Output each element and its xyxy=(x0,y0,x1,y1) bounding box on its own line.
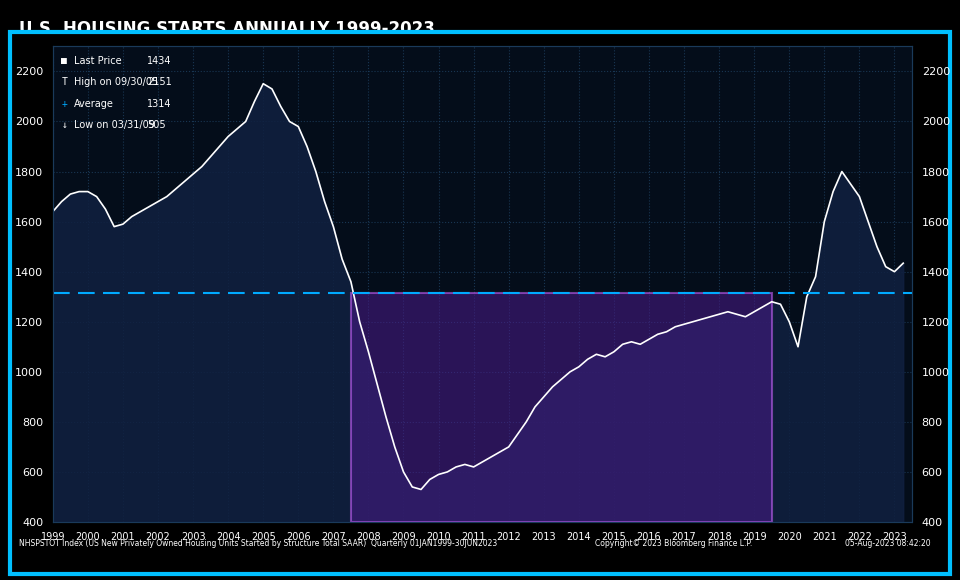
Text: 2151: 2151 xyxy=(147,77,172,88)
Bar xyxy=(351,293,772,522)
Text: U.S. HOUSING STARTS ANNUALLY 1999-2023: U.S. HOUSING STARTS ANNUALLY 1999-2023 xyxy=(19,20,435,38)
Text: 1434: 1434 xyxy=(147,56,172,66)
Text: Low on 03/31/09: Low on 03/31/09 xyxy=(74,120,156,130)
Text: NHSPSTOT Index (US New Privately Owned Housing Units Started by Structure Total : NHSPSTOT Index (US New Privately Owned H… xyxy=(19,539,497,548)
Text: 1314: 1314 xyxy=(147,99,172,108)
Text: 505: 505 xyxy=(147,120,166,130)
Text: ■: ■ xyxy=(61,56,67,66)
Text: High on 09/30/05: High on 09/30/05 xyxy=(74,77,158,88)
Text: T: T xyxy=(61,77,67,88)
Text: 05-Aug-2023 08:42:20: 05-Aug-2023 08:42:20 xyxy=(845,539,930,548)
Text: ↓: ↓ xyxy=(61,120,67,130)
Text: +: + xyxy=(61,99,67,108)
Text: Last Price: Last Price xyxy=(74,56,122,66)
Text: Copyright© 2023 Bloomberg Finance L.P.: Copyright© 2023 Bloomberg Finance L.P. xyxy=(595,539,753,548)
Text: Average: Average xyxy=(74,99,114,108)
